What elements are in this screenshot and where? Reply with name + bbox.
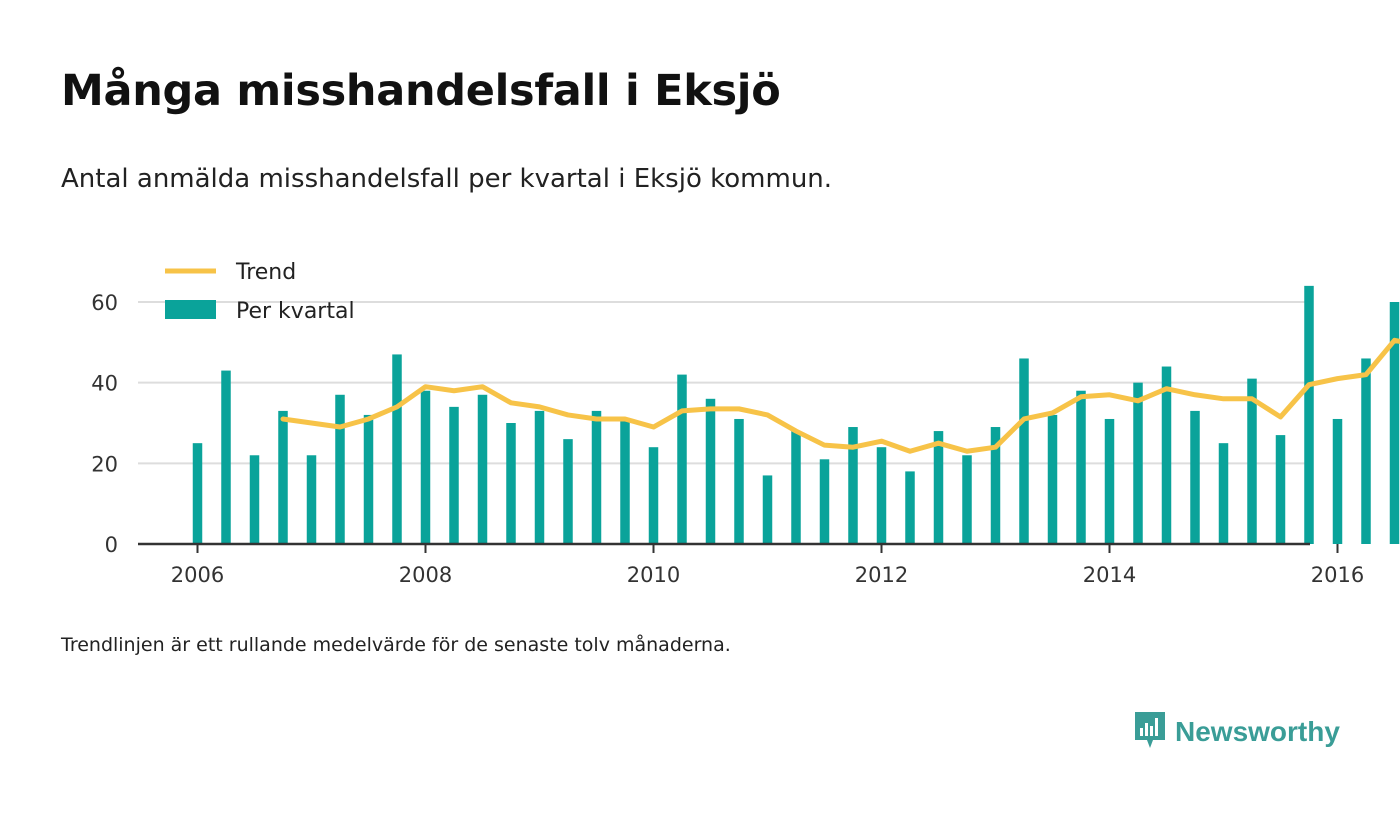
bar [1275,435,1286,544]
chart-title: Många misshandelsfall i Eksjö [61,66,781,116]
bar [1389,302,1400,544]
bar [848,427,858,544]
bar [449,406,459,544]
legend-bar-label: Per kvartal [236,299,355,324]
brand-logo[interactable]: Newsworthy [1133,710,1340,754]
x-tick-label: 2014 [1083,563,1136,587]
legend: Trend Per kvartal [165,260,355,324]
tick-labels: 0204060200620082010201220142016201820202… [91,291,1364,587]
bar [791,431,801,544]
bar [477,394,488,544]
axes [138,542,1339,553]
bar [762,475,773,544]
bar [534,410,545,544]
bar [563,439,573,544]
bar [591,410,602,544]
bar [1304,285,1314,544]
x-tick-label: 2006 [171,563,224,587]
x-tick-label: 2016 [1311,563,1364,587]
chart-subtitle: Antal anmälda misshandelsfall per kvarta… [61,164,833,194]
bar [221,370,231,544]
bar [1133,382,1143,544]
bar [363,414,374,544]
bar [933,431,944,544]
bar [278,410,288,544]
bar-series [192,285,1400,544]
newsworthy-logo-icon [1133,710,1167,754]
legend-bar-swatch [165,300,216,319]
x-tick-label: 2010 [627,563,680,587]
bar [1161,366,1172,544]
bar [1104,418,1115,544]
y-tick-label: 0 [105,533,118,557]
y-tick-label: 20 [91,452,118,476]
bar [392,354,402,544]
bar [335,394,345,544]
bar [192,443,203,544]
y-tick-label: 40 [91,372,118,396]
bar [734,418,744,544]
bar [819,459,830,544]
trend-line [280,337,1400,454]
x-tick-label: 2008 [399,563,452,587]
bar [306,455,317,544]
bar [677,374,687,544]
bar [1332,418,1343,544]
bar [905,471,915,544]
legend-trend-label: Trend [235,260,296,285]
trend-series [280,337,1400,454]
bar [1047,414,1058,544]
bar [420,390,431,544]
bar [962,455,972,544]
bar [1190,410,1200,544]
bar [506,423,516,544]
bar [1247,378,1257,544]
bar [1076,390,1086,544]
bar [648,447,659,544]
x-tick-label: 2012 [855,563,908,587]
footnote: Trendlinjen är ett rullande medelvärde f… [61,634,731,656]
bar [990,427,1001,544]
bar [1361,358,1371,544]
brand-name: Newsworthy [1175,716,1340,747]
y-tick-label: 60 [91,291,118,315]
bar [1019,358,1029,544]
gridlines [138,301,1310,465]
bar [1218,443,1229,544]
bar [876,447,887,544]
bar [620,418,630,544]
bar [705,398,716,544]
chart-area: 0204060200620082010201220142016201820202… [91,260,1400,587]
bar [249,455,260,544]
